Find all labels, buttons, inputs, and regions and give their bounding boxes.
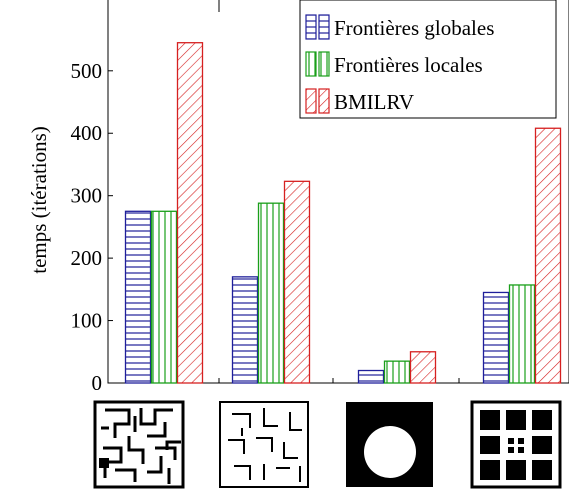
bar-2-2 xyxy=(257,202,285,384)
bar-1-4 xyxy=(482,291,510,384)
legend-swatch xyxy=(305,14,317,40)
category-images xyxy=(93,400,562,489)
y-tick-label: 100 xyxy=(71,309,103,333)
circle-in-square-icon xyxy=(346,402,433,487)
legend-swatch xyxy=(318,51,330,77)
legend-entry: Frontières globales xyxy=(305,14,494,40)
bar-1-2 xyxy=(231,276,259,384)
legend-label: Frontières globales xyxy=(334,16,494,40)
bar-1-1 xyxy=(124,210,152,384)
legend-entry: BMILRV xyxy=(305,88,414,114)
bar-3-3 xyxy=(409,351,437,384)
maze-icon xyxy=(93,400,185,489)
legend: Frontières globales Frontières locales BMI… xyxy=(299,0,557,119)
bar-3-2 xyxy=(283,180,311,384)
sparse-maze-icon xyxy=(219,401,309,488)
bar-2-4 xyxy=(508,284,536,384)
bar-2-1 xyxy=(150,210,178,384)
bar-1-3 xyxy=(357,369,385,384)
legend-box xyxy=(299,0,557,119)
plot-area: 0 100 200 300 400 500 temps (itérations) xyxy=(27,0,569,395)
y-tick-label: 300 xyxy=(71,184,103,208)
bar-2-3 xyxy=(383,360,411,384)
legend-swatch xyxy=(318,88,330,114)
y-tick-label: 400 xyxy=(71,121,103,145)
legend-label: BMILRV xyxy=(334,90,414,114)
legend-swatch xyxy=(305,51,317,77)
y-axis: 0 100 200 300 400 500 xyxy=(71,59,113,395)
bar-3-1 xyxy=(176,42,204,384)
legend-label: Frontières locales xyxy=(334,53,483,77)
y-tick-label: 200 xyxy=(71,246,103,270)
y-tick-label: 0 xyxy=(92,371,103,395)
bars xyxy=(124,42,562,384)
y-axis-title: temps (itérations) xyxy=(27,126,51,274)
plot-frame xyxy=(107,0,569,384)
legend-swatch xyxy=(318,14,330,40)
bar-3-4 xyxy=(534,127,562,384)
legend-swatch xyxy=(305,88,317,114)
legend-entry: Frontières locales xyxy=(305,51,483,77)
y-tick-label: 500 xyxy=(71,59,103,83)
grid-of-blocks-icon xyxy=(470,400,562,489)
